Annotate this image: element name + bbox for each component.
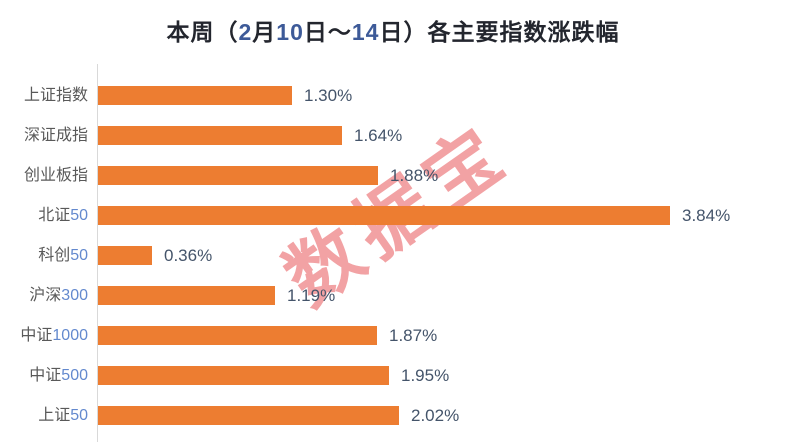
bar [98,406,399,425]
bar [98,86,292,105]
bar [98,326,377,345]
bar [98,206,670,225]
bar [98,126,342,145]
category-label: 深证成指 [23,127,88,144]
bar [98,366,389,385]
value-label: 1.64% [354,126,403,145]
value-label: 2.02% [411,406,460,425]
bar-row: 中证1000 1.87% [0,316,786,356]
value-label: 1.87% [389,326,438,345]
category-label: 中证1000 [20,327,88,344]
bar-row: 上证指数 1.30% [0,76,786,116]
bar [98,246,152,265]
bar-row: 创业板指 1.88% [0,156,786,196]
value-label: 0.36% [164,246,213,265]
bar-row: 沪深300 1.19% [0,276,786,316]
bar-row: 中证500 1.95% [0,356,786,396]
category-label: 上证指数 [23,87,88,104]
bar [98,286,275,305]
category-label: 北证50 [38,207,88,224]
category-label: 创业板指 [23,167,88,184]
category-label: 中证500 [29,367,88,384]
category-label: 上证50 [38,407,88,424]
y-axis-line [97,64,98,442]
bar-row: 上证50 2.02% [0,396,786,436]
bar-row: 深证成指 1.64% [0,116,786,156]
value-label: 1.95% [401,366,450,385]
category-label: 科创50 [38,247,88,264]
value-label: 1.19% [287,286,336,305]
value-label: 1.30% [304,86,353,105]
bar-row: 北证50 3.84% [0,196,786,236]
value-label: 3.84% [682,206,731,225]
value-label: 1.88% [390,166,439,185]
bar [98,166,378,185]
category-label: 沪深300 [29,287,88,304]
bar-row: 科创50 0.36% [0,236,786,276]
chart-title: 本周（2月10日～14日）各主要指数涨跌幅 [166,19,620,45]
